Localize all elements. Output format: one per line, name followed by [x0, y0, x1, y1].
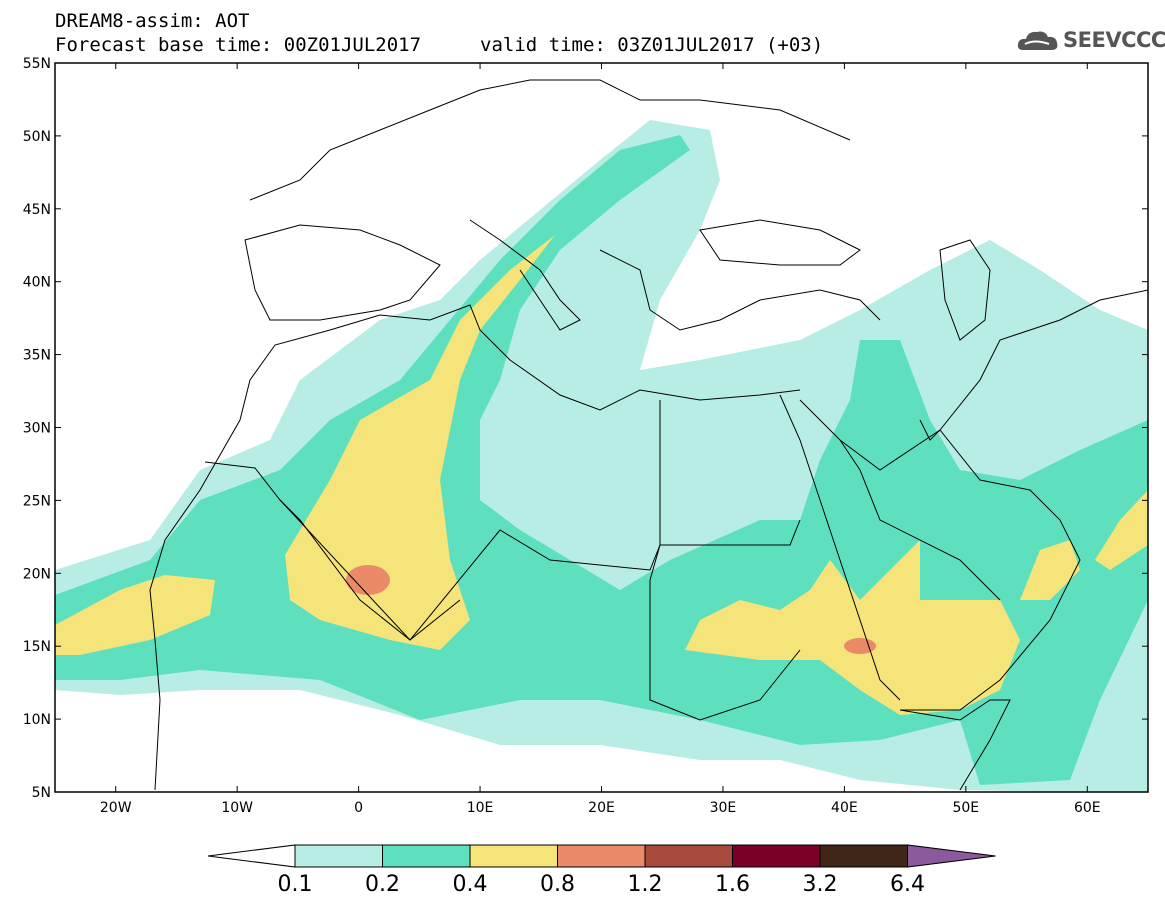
colorbar-segment — [382, 844, 471, 868]
lat-label: 35N — [23, 348, 51, 364]
lat-label: 15N — [23, 639, 51, 655]
border-sahara — [204, 461, 801, 641]
coastline-greece-turkey — [599, 249, 881, 331]
aot-shade-peak — [844, 638, 876, 654]
border-sudan — [649, 580, 801, 721]
colorbar-segment — [819, 844, 908, 868]
lat-label: 5N — [32, 785, 51, 801]
aot-shading — [55, 120, 1148, 792]
lon-label: 0 — [354, 800, 363, 816]
border-egypt-libya — [649, 400, 661, 581]
aot-shade-high — [685, 540, 1020, 715]
lat-label: 50N — [23, 129, 51, 145]
lon-label: 50E — [952, 800, 979, 816]
colorbar-level-label: 3.2 — [802, 872, 838, 897]
lon-label: 10E — [467, 800, 494, 816]
colorbar-level-label: 0.4 — [452, 872, 488, 897]
forecast-base-time: Forecast base time: 00Z01JUL2017 — [55, 34, 422, 56]
lat-label: 10N — [23, 712, 51, 728]
lon-label: 30E — [710, 800, 737, 816]
colorbar-level-label: 1.6 — [715, 872, 750, 897]
lat-label: 30N — [23, 421, 51, 437]
aot-shade-high — [1095, 490, 1148, 570]
colorbar-level-label: 0.1 — [277, 872, 313, 897]
lat-label: 55N — [23, 56, 51, 72]
coastline-arabia — [799, 399, 1081, 711]
aot-shade-high — [285, 235, 555, 650]
colorbar-level-label: 1.2 — [627, 872, 663, 897]
aot-shade-high — [1020, 540, 1080, 600]
seevccc-logo: SEEVCCC — [1063, 28, 1165, 52]
colorbar-segment — [732, 844, 821, 868]
axis-ticks: 55N 50N 45N 40N 35N 30N 25N 20N 15N 10N 5N 20W 10W 0 1… — [23, 56, 1148, 816]
border-mali — [279, 499, 461, 641]
aot-shade-high — [55, 575, 215, 655]
coastline-horn-africa — [899, 699, 1011, 791]
colorbar-arrow-low — [207, 844, 296, 868]
colorbar-arrow-high — [907, 844, 996, 868]
coastline-black-sea — [699, 219, 861, 266]
colorbar-segment — [557, 844, 646, 868]
lon-label: 10W — [221, 800, 253, 816]
lon-label: 60E — [1074, 800, 1101, 816]
valid-time: valid time: 03Z01JUL2017 (+03) — [480, 34, 824, 56]
lat-label: 40N — [23, 275, 51, 291]
colorbar — [207, 844, 996, 868]
coastline-caspian — [939, 239, 991, 341]
coastline-iberia — [244, 224, 441, 321]
lat-label: 25N — [23, 493, 51, 509]
coastline-europe — [249, 79, 851, 201]
lat-label: 20N — [23, 566, 51, 582]
border-iran-iraq — [919, 419, 941, 441]
border-arabia — [839, 439, 1001, 601]
coastlines — [149, 79, 1148, 791]
colorbar-level-label: 0.2 — [365, 872, 400, 897]
lon-label: 40E — [831, 800, 858, 816]
colorbar-level-label: 0.8 — [540, 872, 575, 897]
coastline-west-africa — [149, 304, 801, 791]
colorbar-segment — [469, 844, 558, 868]
colorbar-segment — [644, 844, 733, 868]
map-title: DREAM8-assim: AOT — [55, 10, 250, 32]
coastline-iran — [939, 289, 1148, 431]
colorbar-level-label: 6.4 — [890, 872, 925, 897]
lon-label: 20E — [588, 800, 615, 816]
lon-label: 20W — [100, 800, 132, 816]
colorbar-segment — [294, 844, 383, 868]
lat-label: 45N — [23, 202, 51, 218]
coastline-italy — [469, 219, 581, 331]
aot-shade-peak — [346, 565, 390, 595]
coastline-red-sea — [779, 394, 901, 701]
cloud-logo-icon — [1017, 31, 1058, 50]
